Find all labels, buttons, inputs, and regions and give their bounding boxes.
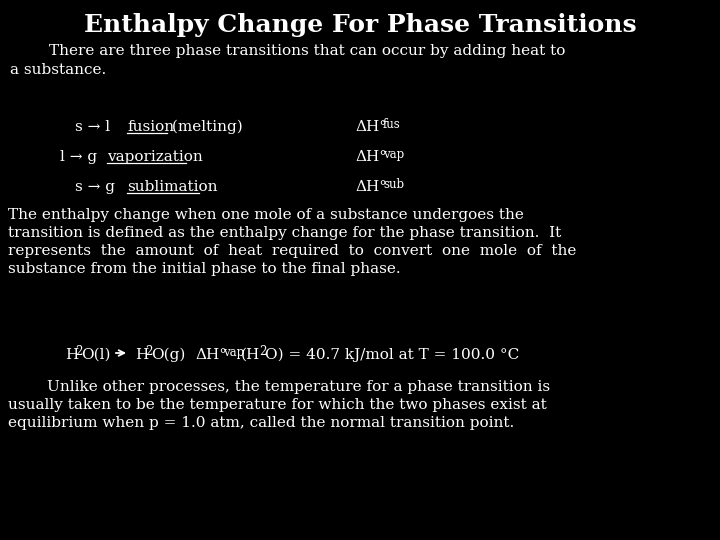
Text: ΔH°: ΔH° xyxy=(355,180,387,194)
Text: vaporization: vaporization xyxy=(107,150,203,164)
Text: Enthalpy Change For Phase Transitions: Enthalpy Change For Phase Transitions xyxy=(84,13,636,37)
Text: fusion: fusion xyxy=(127,120,174,134)
Text: 2: 2 xyxy=(75,345,82,358)
Text: 2: 2 xyxy=(259,345,266,358)
Text: The enthalpy change when one mole of a substance undergoes the: The enthalpy change when one mole of a s… xyxy=(8,208,524,222)
Text: ΔH°: ΔH° xyxy=(355,150,387,164)
Text: ΔH°: ΔH° xyxy=(355,120,387,134)
Text: sub: sub xyxy=(383,178,404,191)
Text: l → g: l → g xyxy=(60,150,107,164)
Text: (melting): (melting) xyxy=(167,120,243,134)
Text: substance from the initial phase to the final phase.: substance from the initial phase to the … xyxy=(8,262,400,276)
Text: equilibrium when p = 1.0 atm, called the normal transition point.: equilibrium when p = 1.0 atm, called the… xyxy=(8,416,514,430)
Text: H: H xyxy=(65,348,78,362)
Text: ΔH°: ΔH° xyxy=(195,348,227,362)
Text: H: H xyxy=(135,348,148,362)
Text: sublimation: sublimation xyxy=(127,180,217,194)
Text: 2: 2 xyxy=(145,345,153,358)
Text: vap: vap xyxy=(383,148,404,161)
Text: (H: (H xyxy=(241,348,260,362)
Text: s → g: s → g xyxy=(75,180,125,194)
Text: represents  the  amount  of  heat  required  to  convert  one  mole  of  the: represents the amount of heat required t… xyxy=(8,244,577,258)
Text: s → l: s → l xyxy=(75,120,120,134)
Text: vap: vap xyxy=(223,346,244,359)
Text: fus: fus xyxy=(383,118,401,131)
Text: There are three phase transitions that can occur by adding heat to
a substance.: There are three phase transitions that c… xyxy=(10,44,565,78)
Text: O(g): O(g) xyxy=(151,348,185,362)
Text: usually taken to be the temperature for which the two phases exist at: usually taken to be the temperature for … xyxy=(8,398,546,412)
Text: Unlike other processes, the temperature for a phase transition is: Unlike other processes, the temperature … xyxy=(8,380,550,394)
Text: O(l): O(l) xyxy=(81,348,110,362)
Text: O) = 40.7 kJ/mol at T = 100.0 °C: O) = 40.7 kJ/mol at T = 100.0 °C xyxy=(265,348,519,362)
Text: transition is defined as the enthalpy change for the phase transition.  It: transition is defined as the enthalpy ch… xyxy=(8,226,562,240)
